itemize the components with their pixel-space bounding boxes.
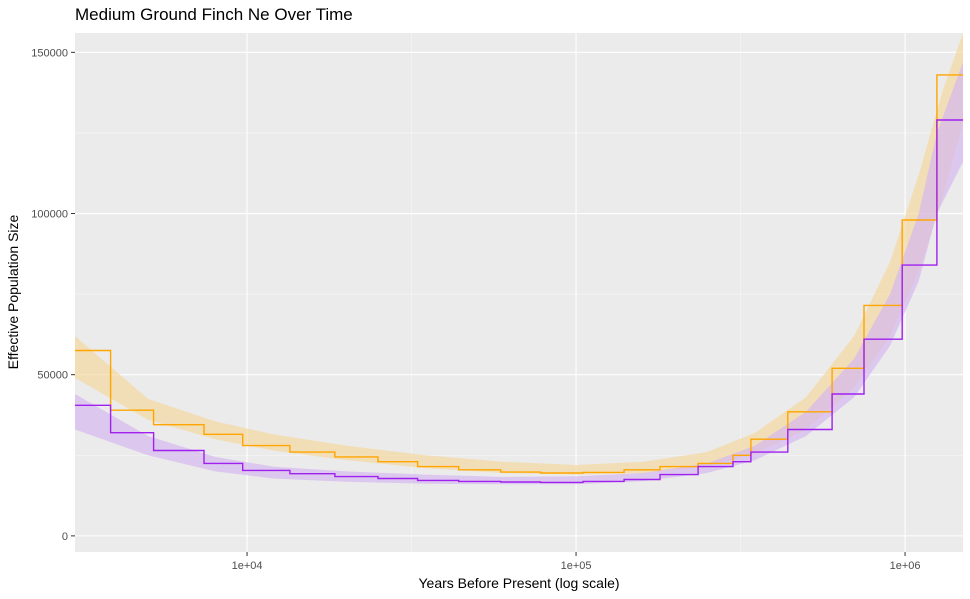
plot-panel [75, 33, 963, 552]
x-axis-label: Years Before Present (log scale) [418, 575, 619, 591]
series-step-line [75, 74, 963, 474]
y-tick-label: 0 [62, 531, 68, 543]
confidence-ribbons [75, 33, 963, 485]
y-axis: 0 50000 100000 150000 [31, 47, 75, 543]
x-tick-label: 1e+05 [561, 560, 592, 572]
chart-title: Medium Ground Finch Ne Over Time [75, 5, 353, 24]
x-axis: 1e+04 1e+05 1e+06 [232, 552, 921, 572]
x-tick-label: 1e+06 [890, 560, 921, 572]
y-tick-label: 50000 [37, 370, 68, 382]
minor-gridlines [75, 33, 963, 552]
confidence-ribbon [75, 62, 963, 485]
x-tick-label: 1e+04 [232, 560, 263, 572]
y-tick-label: 100000 [31, 209, 68, 221]
series-step-line [75, 119, 963, 484]
y-tick-label: 150000 [31, 47, 68, 59]
series-lines [75, 74, 963, 484]
y-axis-label: Effective Population Size [5, 214, 21, 369]
